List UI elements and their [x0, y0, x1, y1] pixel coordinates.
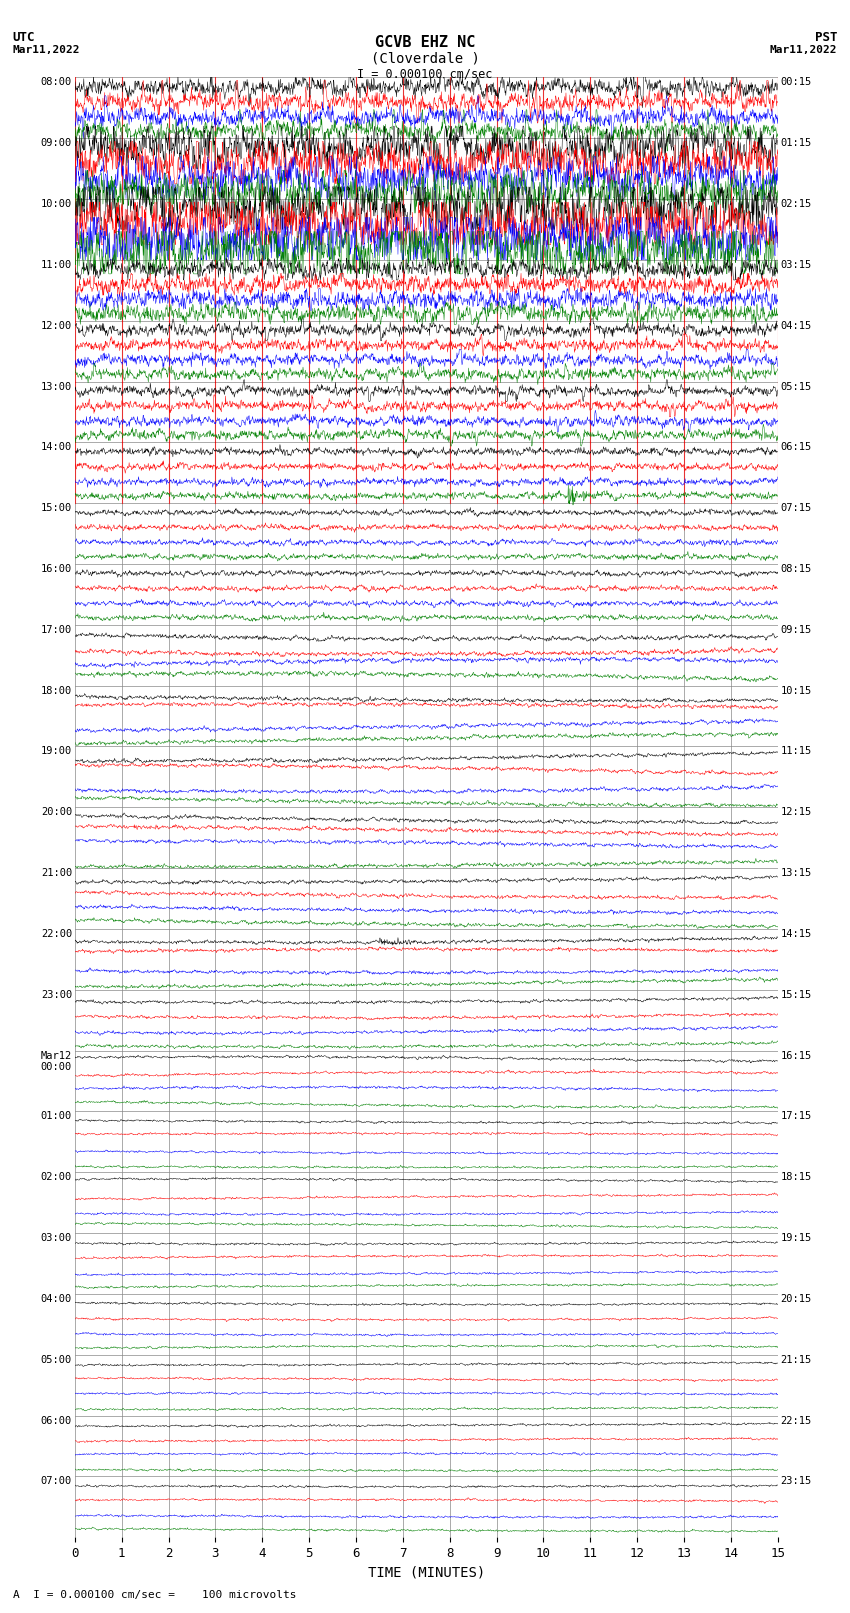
Text: UTC: UTC [13, 31, 35, 44]
Text: GCVB EHZ NC: GCVB EHZ NC [375, 35, 475, 50]
X-axis label: TIME (MINUTES): TIME (MINUTES) [368, 1566, 484, 1579]
Text: (Cloverdale ): (Cloverdale ) [371, 52, 479, 66]
Text: PST: PST [815, 31, 837, 44]
Text: I = 0.000100 cm/sec: I = 0.000100 cm/sec [357, 68, 493, 81]
Text: A  I = 0.000100 cm/sec =    100 microvolts: A I = 0.000100 cm/sec = 100 microvolts [13, 1590, 297, 1600]
Text: Mar11,2022: Mar11,2022 [13, 45, 80, 55]
Text: Mar11,2022: Mar11,2022 [770, 45, 837, 55]
